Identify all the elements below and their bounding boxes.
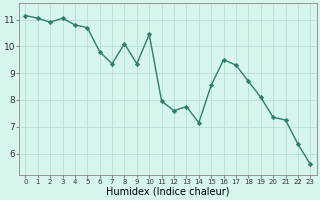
X-axis label: Humidex (Indice chaleur): Humidex (Indice chaleur) xyxy=(106,187,229,197)
